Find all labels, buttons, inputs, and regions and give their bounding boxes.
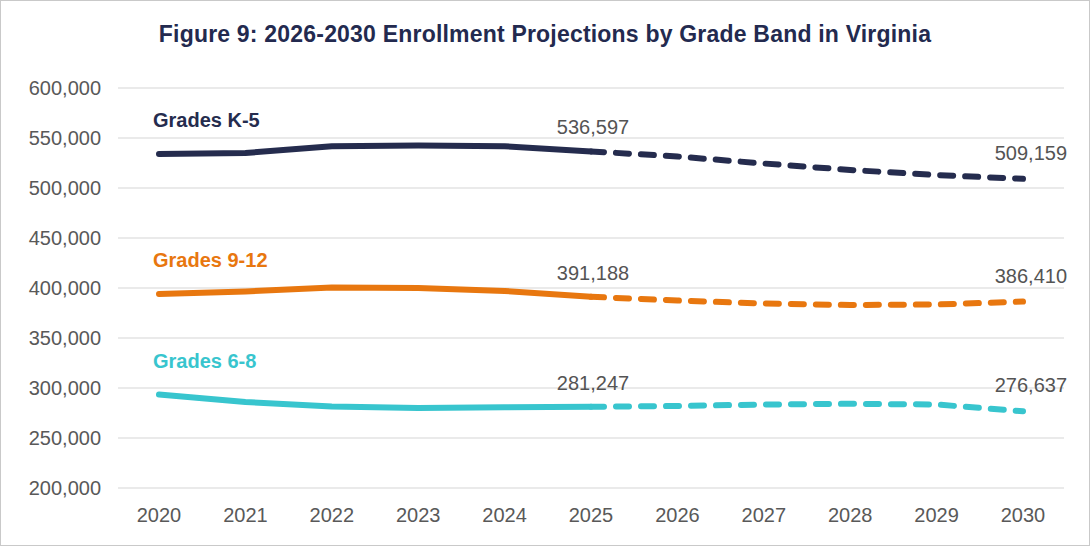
x-tick-label-2028: 2028 xyxy=(828,504,873,526)
y-tick-label: 400,000 xyxy=(29,277,101,299)
annotation-grades-k-5-2025: 536,597 xyxy=(557,116,629,138)
y-tick-label: 600,000 xyxy=(29,77,101,99)
y-tick-label: 200,000 xyxy=(29,477,101,499)
series-projected-grades-6-8 xyxy=(591,404,1023,412)
series-label-grades-6-8: Grades 6-8 xyxy=(153,350,256,372)
y-tick-label: 450,000 xyxy=(29,227,101,249)
x-tick-label-2020: 2020 xyxy=(137,504,182,526)
x-tick-label-2022: 2022 xyxy=(310,504,355,526)
enrollment-line-chart: 600,000 550,000 500,000 450,000 400,000 350,0… xyxy=(1,1,1090,546)
series-label-grades-k-5: Grades K-5 xyxy=(153,109,260,131)
annotation-grades-6-8-2025: 281,247 xyxy=(557,372,629,394)
y-tick-label: 500,000 xyxy=(29,177,101,199)
annotation-grades-k-5-2030: 509,159 xyxy=(995,142,1067,164)
series-label-grades-9-12: Grades 9-12 xyxy=(153,249,268,271)
y-tick-label: 250,000 xyxy=(29,427,101,449)
x-tick-label-2027: 2027 xyxy=(742,504,787,526)
y-tick-label: 300,000 xyxy=(29,377,101,399)
chart-figure: Figure 9: 2026-2030 Enrollment Projectio… xyxy=(0,0,1090,546)
annotation-grades-9-12-2025: 391,188 xyxy=(557,262,629,284)
series-actual-grades-9-12 xyxy=(159,288,591,297)
x-tick-label-2025: 2025 xyxy=(569,504,614,526)
y-tick-label: 550,000 xyxy=(29,127,101,149)
x-tick-label-2030: 2030 xyxy=(1001,504,1046,526)
series-actual-grades-k-5 xyxy=(159,146,591,154)
series-projected-grades-k-5 xyxy=(591,151,1023,178)
series-actual-grades-6-8 xyxy=(159,395,591,409)
series-projected-grades-9-12 xyxy=(591,297,1023,305)
y-tick-label: 350,000 xyxy=(29,327,101,349)
annotation-grades-6-8-2030: 276,637 xyxy=(995,374,1067,396)
annotation-grades-9-12-2030: 386,410 xyxy=(995,265,1067,287)
x-tick-label-2021: 2021 xyxy=(223,504,268,526)
x-tick-label-2026: 2026 xyxy=(655,504,700,526)
x-tick-label-2023: 2023 xyxy=(396,504,441,526)
x-tick-label-2029: 2029 xyxy=(914,504,959,526)
x-tick-label-2024: 2024 xyxy=(482,504,527,526)
